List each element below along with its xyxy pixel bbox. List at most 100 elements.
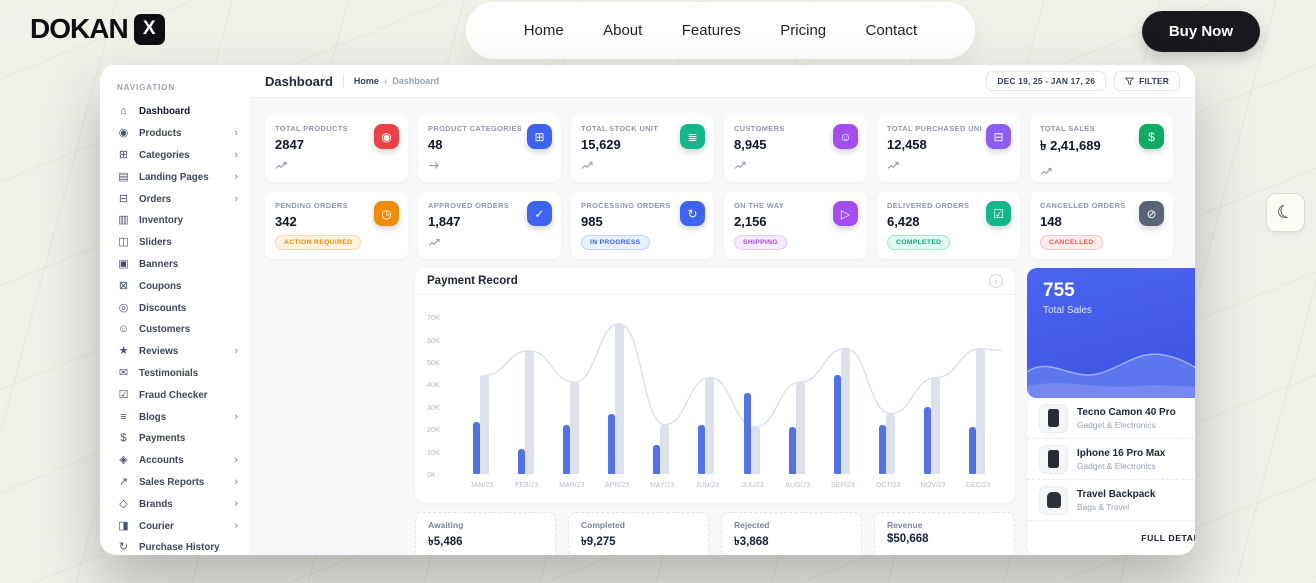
sidebar-item-label: Dashboard <box>139 106 191 118</box>
blog-icon: ≡ <box>120 410 127 423</box>
dollar-icon: $ <box>1139 124 1164 149</box>
x-axis-label: OCT/23 <box>875 482 901 489</box>
bar-total <box>886 413 896 474</box>
status-badge: COMPLETED <box>887 235 951 250</box>
stat-card-label: TOTAL PRODUCTS <box>275 124 348 133</box>
y-axis-tick: 10K <box>427 447 440 457</box>
product-category: Gadget & Electronics <box>1077 419 1156 430</box>
dark-mode-toggle[interactable]: ☾ <box>1266 193 1305 232</box>
inventory-icon: ▥ <box>118 214 129 227</box>
sidebar-item-products[interactable]: ◉ Products › <box>117 123 250 145</box>
users-icon: ☺ <box>117 323 130 336</box>
sidebar-item-inventory[interactable]: ▥ Inventory <box>117 210 250 232</box>
product-name: Tecno Camon 40 Pro <box>1077 406 1176 418</box>
nav-link-contact[interactable]: Contact <box>865 22 918 39</box>
main-content: Dashboard Home › Dashboard DEC 19, 25 - … <box>250 65 1195 555</box>
sidebar-item-sliders[interactable]: ◫ Sliders <box>117 232 250 254</box>
sidebar-item-courier[interactable]: ◨ Courier › <box>117 515 250 537</box>
trend-indicator <box>734 157 857 169</box>
stat-card-value: 8,945 <box>734 137 767 152</box>
date-range-picker[interactable]: DEC 19, 25 - JAN 17, 26 <box>986 71 1107 91</box>
main-nav: Home About Features Pricing Contact <box>466 2 975 59</box>
sidebar-item-discounts[interactable]: ◎ Discounts <box>117 297 250 319</box>
bar-total <box>976 348 986 474</box>
stat-card-total-stock-unit: TOTAL STOCK UNIT 15,629 ≣ <box>571 115 714 182</box>
stat-card-approved-orders: APPROVED ORDERS 1,847 ✓ <box>418 192 561 259</box>
summary-card-awaiting: Awaiting ৳5,486 <box>415 512 556 555</box>
sidebar-item-dashboard[interactable]: ⌂ Dashboard <box>117 101 250 123</box>
product-info: Travel Backpack Bags & Travel <box>1077 489 1155 512</box>
stat-card-total-purchased-unit: TOTAL PURCHASED UNIT 12,458 ⊟ <box>877 115 1020 182</box>
stat-card-value: 12,458 <box>887 137 927 152</box>
info-icon[interactable]: i <box>989 274 1003 288</box>
sidebar-item-sales-reports[interactable]: ↗ Sales Reports › <box>117 472 250 494</box>
sidebar-item-purchase-history[interactable]: ↻ Purchase History <box>117 537 250 555</box>
trend-line <box>484 323 1002 428</box>
x-axis-label: JAN/23 <box>470 482 494 489</box>
total-sales-card: 755 Total Sales 12% <box>1027 268 1195 398</box>
sidebar-item-coupons[interactable]: ⊠ Coupons <box>117 275 250 297</box>
stat-card-customers: CUSTOMERS 8,945 ☺ <box>724 115 867 182</box>
x-axis-label: FEB/23 <box>515 482 539 489</box>
banner-icon: ▣ <box>118 257 129 270</box>
moon-icon: ☾ <box>1274 200 1297 225</box>
sidebar-item-landing-pages[interactable]: ▤ Landing Pages › <box>117 166 250 188</box>
y-axis-tick: 60K <box>427 335 440 345</box>
product-category: Gadget & Electronics <box>1077 460 1156 471</box>
stat-card-value: 48 <box>428 137 443 152</box>
y-axis-tick: 30K <box>427 402 440 412</box>
sidebar-item-label: Orders <box>139 193 172 205</box>
trend-indicator <box>581 157 704 169</box>
sidebar-item-brands[interactable]: ◇ Brands › <box>117 493 250 515</box>
grid-icon: ⊞ <box>527 124 552 149</box>
nav-link-home[interactable]: Home <box>523 22 564 39</box>
payment-chart-plot <box>459 306 1002 474</box>
bar-total <box>660 424 670 474</box>
sidebar-item-testimonials[interactable]: ✉ Testimonials <box>117 363 250 385</box>
bar-received <box>653 444 661 474</box>
filter-button[interactable]: FILTER <box>1114 71 1180 91</box>
sidebar-item-categories[interactable]: ⊞ Categories › <box>117 145 250 167</box>
sidebar-item-accounts[interactable]: ◈ Accounts › <box>117 450 250 472</box>
chevron-right-icon: › <box>234 192 238 205</box>
trend-indicator <box>428 234 551 246</box>
sidebar-item-banners[interactable]: ▣ Banners <box>117 254 250 276</box>
summary-card-rejected: Rejected ৳3,868 <box>721 512 862 555</box>
sidebar-item-orders[interactable]: ⊟ Orders › <box>117 188 250 210</box>
breadcrumb-home[interactable]: Home <box>353 76 379 86</box>
breadcrumb-current: Dashboard <box>392 76 440 86</box>
sidebar-item-blogs[interactable]: ≡ Blogs › <box>117 406 250 428</box>
sidebar-item-label: Testimonials <box>139 367 199 379</box>
stat-card-label: PRODUCT CATEGORIES <box>428 124 523 133</box>
full-details-button[interactable]: FULL DETAILS <box>1141 532 1195 543</box>
sliders-icon: ◫ <box>118 236 129 249</box>
bar-total <box>479 375 489 474</box>
sidebar-item-label: Discounts <box>139 302 187 314</box>
stat-card-total-sales: TOTAL SALES ৳ 2,41,689 $ <box>1030 115 1173 182</box>
cancel-icon: ⊘ <box>1139 201 1164 226</box>
trend-up-icon <box>581 161 593 169</box>
stat-card-delivered-orders: DELIVERED ORDERS 6,428 ☑ COMPLETED <box>877 192 1020 259</box>
home-icon: ⌂ <box>120 105 127 118</box>
status-badge: ACTION REQUIRED <box>275 235 362 250</box>
sidebar-item-payments[interactable]: $ Payments <box>117 428 250 450</box>
stat-card-value: 15,629 <box>581 137 621 152</box>
chevron-right-icon: › <box>234 170 238 183</box>
total-sales-label: Total Sales <box>1043 305 1092 316</box>
payment-chart: 70K 60K 50K 40K 30K 20K 10K 0K JAN/23 FEB/23 MAR/2… <box>415 295 1015 503</box>
sidebar-item-fraud-checker[interactable]: ☑ Fraud Checker <box>117 384 250 406</box>
sidebar-item-customers[interactable]: ☺ Customers <box>117 319 250 341</box>
nav-link-pricing[interactable]: Pricing <box>780 22 827 39</box>
stat-card-label: APPROVED ORDERS <box>428 201 510 210</box>
nav-link-about[interactable]: About <box>603 22 643 39</box>
bar-total <box>524 350 534 474</box>
buy-now-button[interactable]: Buy Now <box>1141 11 1260 52</box>
product-category: Bags & Travel <box>1077 501 1130 512</box>
nav-link-features[interactable]: Features <box>681 22 741 39</box>
sidebar: NAVIGATION ⌂ Dashboard ◉ Products › ⊞ Categori… <box>100 65 250 555</box>
sidebar-item-reviews[interactable]: ★ Reviews › <box>117 341 250 363</box>
stat-card-value: 148 <box>1040 214 1062 229</box>
